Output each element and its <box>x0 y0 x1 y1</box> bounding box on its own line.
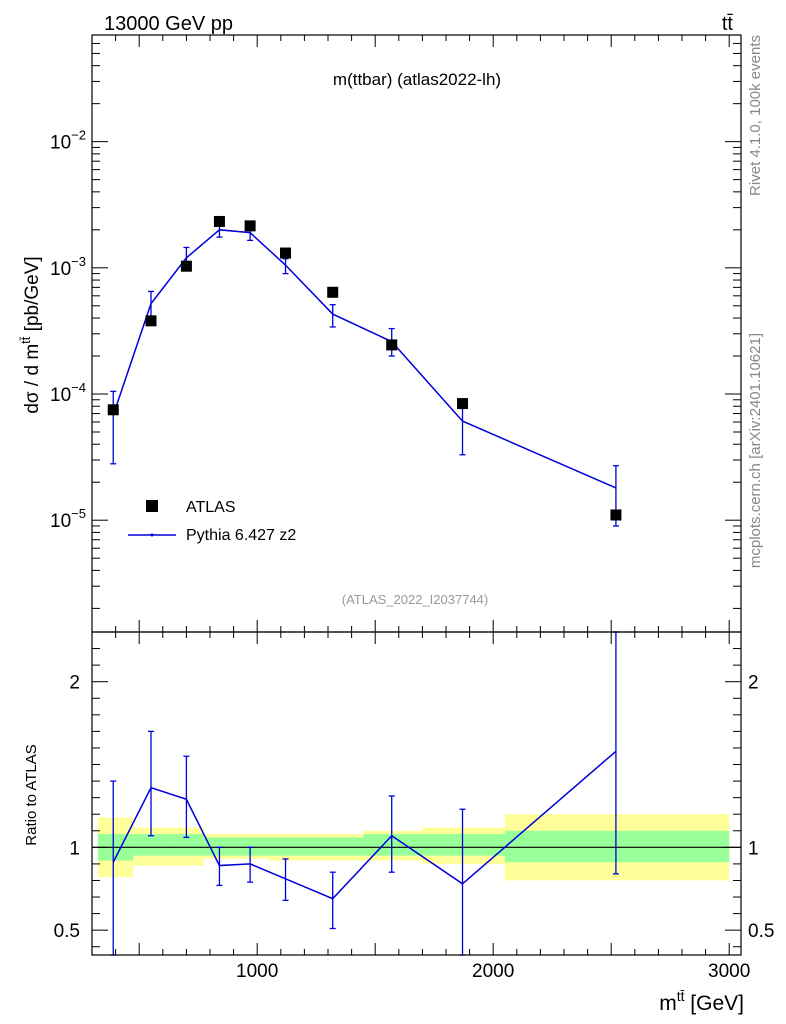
legend-mc-label: Pythia 6.427 z2 <box>186 527 296 544</box>
ratio-y-tick-label-left: 0.5 <box>54 921 80 942</box>
data-point <box>107 404 119 416</box>
ratio-panel-frame <box>91 631 742 956</box>
data-point <box>457 398 469 410</box>
ratio-y-tick-label-right: 2 <box>748 673 759 694</box>
ratio-y-tick-label-right: 0.5 <box>748 921 774 942</box>
x-tick-label: 1000 <box>236 961 278 982</box>
data-point <box>180 260 192 272</box>
data-point <box>610 509 622 521</box>
legend-mc-marker <box>150 533 154 537</box>
data-point <box>327 286 339 298</box>
legend-data-label: ATLAS <box>186 499 236 516</box>
collision-label: 13000 GeV pp <box>104 13 233 35</box>
y-tick-label: 10−2 <box>50 128 86 154</box>
inner-band-bin <box>168 834 205 856</box>
main-y-axis-label: dσ / d mtt̄ [pb/GeV] <box>18 256 43 413</box>
y-tick-label: 10−3 <box>50 254 86 280</box>
x-axis-label: mtt̄ [GeV] <box>659 988 744 1015</box>
y-tick-label: 10−4 <box>50 380 86 406</box>
mc-series <box>110 222 619 956</box>
x-tick-label: 2000 <box>472 961 514 982</box>
data-series <box>107 215 622 521</box>
y-tick-label: 10−5 <box>50 506 86 532</box>
ratio-mc-line <box>112 750 617 900</box>
inner-band-bin <box>233 837 269 856</box>
legend: ATLAS Pythia 6.427 z2 <box>128 499 296 544</box>
inner-band-bin <box>133 834 169 856</box>
process-label: tt̄ <box>722 13 734 35</box>
data-point <box>244 220 256 232</box>
rivet-label: Rivet 4.1.0, 100k events <box>747 35 764 196</box>
ratio-y-axis-label: Ratio to ATLAS <box>23 744 40 845</box>
axis-ticks: 1000 2000 3000 10−5 10−4 10−3 10−2 0.5 0.5 1 1 2 2 <box>50 34 774 982</box>
data-point <box>213 215 225 227</box>
ratio-y-tick-label-right: 1 <box>748 838 759 859</box>
inner-band-bin <box>304 837 364 856</box>
ratio-y-tick-label-left: 2 <box>69 673 80 694</box>
ratio-y-tick-label-left: 1 <box>69 838 80 859</box>
mcplots-label: mcplots.cern.ch [arXiv:2401.10621] <box>747 333 764 568</box>
plot-title: m(ttbar) (atlas2022-lh) <box>333 70 501 89</box>
inner-band-bin <box>505 830 730 863</box>
mc-line <box>112 229 617 489</box>
data-point <box>280 247 292 259</box>
inner-band-bin <box>422 834 505 856</box>
x-tick-label: 3000 <box>708 961 750 982</box>
analysis-id-label: (ATLAS_2022_I2037744) <box>342 592 488 607</box>
data-point <box>386 339 398 351</box>
data-point <box>145 315 157 327</box>
legend-data-marker <box>146 500 158 512</box>
inner-band-bin <box>269 837 305 856</box>
